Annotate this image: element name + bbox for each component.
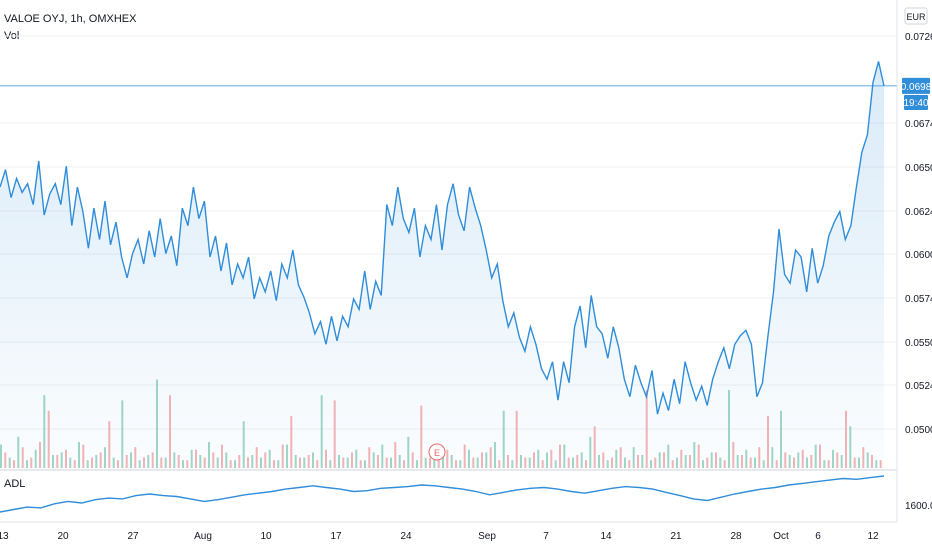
- time-tick-label: 7: [543, 531, 549, 542]
- time-tick-label: 10: [260, 531, 272, 542]
- adl-line: [0, 475, 885, 513]
- time-tick-label: 28: [730, 531, 742, 542]
- time-tick-label: 12: [867, 531, 879, 542]
- current-price-value: 0.0698: [901, 82, 932, 93]
- currency-label: EUR: [906, 12, 926, 22]
- time-tick-label: 13: [0, 531, 9, 542]
- price-tick-label: 0.0500: [905, 425, 932, 436]
- time-tick-label: 21: [670, 531, 682, 542]
- time-tick-label: 14: [600, 531, 612, 542]
- price-tick-label: 0.0726: [905, 32, 932, 43]
- time-tick-label: 6: [815, 531, 821, 542]
- symbol-title: VALOE OYJ, 1h, OMXHEX: [4, 13, 137, 25]
- earnings-marker-label: E: [434, 448, 440, 458]
- time-tick-label: Oct: [773, 531, 789, 542]
- price-tick-label: 0.0624: [905, 207, 932, 218]
- adl-label: ADL: [4, 478, 25, 490]
- adl-scale-tick: 1600.00: [905, 501, 932, 512]
- current-price-badge: 0.0698: [901, 77, 932, 94]
- price-area-fill: [0, 61, 884, 471]
- price-tick-label: 0.0574: [905, 294, 932, 305]
- time-tick-label: Sep: [478, 531, 496, 542]
- time-tick-label: 17: [330, 531, 342, 542]
- countdown-badge: 19:40: [903, 95, 929, 110]
- time-scale[interactable]: 13 20 27 Aug 10 17 24 Sep 7 14 21 28 Oct 6 12: [0, 531, 879, 542]
- price-line[interactable]: [0, 61, 885, 415]
- time-tick-label: 20: [57, 531, 69, 542]
- price-tick-label: 0.0524: [905, 381, 932, 392]
- time-tick-label: Aug: [194, 531, 212, 542]
- time-tick-label: 24: [400, 531, 412, 542]
- currency-box[interactable]: EUR: [904, 7, 928, 25]
- countdown-value: 19:40: [903, 98, 928, 109]
- time-tick-label: 27: [127, 531, 139, 542]
- earnings-marker[interactable]: E: [428, 443, 446, 461]
- price-tick-label: 0.0674: [905, 119, 932, 130]
